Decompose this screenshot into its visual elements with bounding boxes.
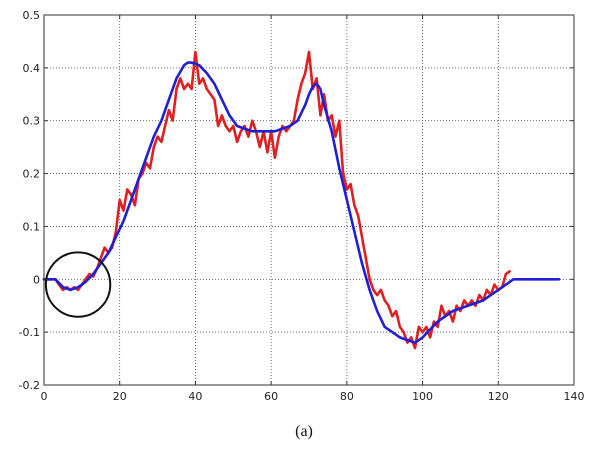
x-tick-label: 60 [264,390,278,403]
highlight-circle [44,251,112,318]
y-tick-label: -0.1 [19,326,40,339]
x-tick-label: 0 [41,390,48,403]
x-tick-label: 20 [113,390,127,403]
y-tick-label: 0.2 [23,168,41,181]
figure-caption: (a) [295,423,313,440]
y-tick-label: 0.4 [23,62,41,75]
series-layer [42,50,561,350]
x-tick-label: 40 [188,390,202,403]
y-tick-label: 0.3 [23,115,41,128]
series-line-red [42,50,511,350]
plot-frame [43,14,575,386]
y-tick-label: 0.1 [23,220,41,233]
x-tick-label: 80 [340,390,354,403]
y-tick-label: 0.5 [23,9,41,22]
x-tick-label: 100 [412,390,433,403]
annotation-layer [44,251,112,318]
y-tick-labels: -0.2 -0.1 0 0.1 0.2 0.3 0.4 0.5 [19,9,40,392]
y-tick-label: -0.2 [19,379,40,392]
x-tick-label: 140 [564,390,585,403]
tick-layer [43,14,575,386]
grid-layer [44,15,574,385]
series-line-blue [42,61,561,345]
x-tick-label: 120 [488,390,509,403]
y-tick-label: 0 [33,273,40,286]
x-tick-labels: 0 20 40 60 80 100 120 140 [41,390,585,403]
